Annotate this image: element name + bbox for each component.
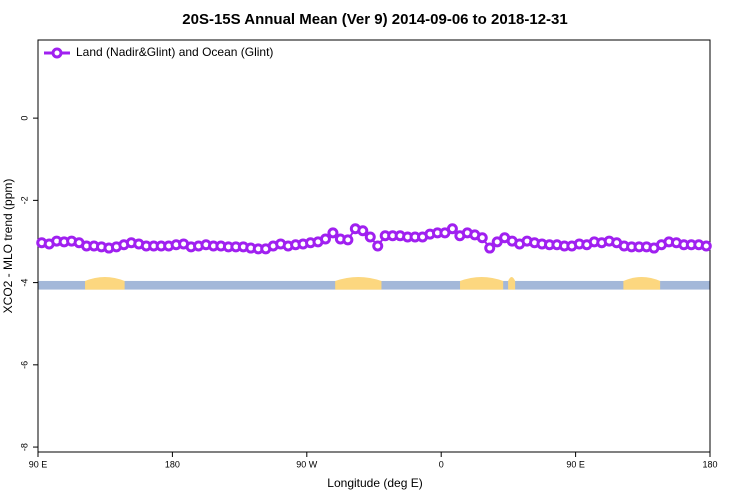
y-tick-label: -4 [19,279,29,287]
data-point [484,242,496,254]
y-tick-label: -6 [19,361,29,369]
x-tick-label: 180 [702,459,717,469]
chart-title: 20S-15S Annual Mean (Ver 9) 2014-09-06 t… [182,11,567,28]
land-span [335,276,382,290]
y-tick-label: 0 [19,116,29,121]
data-point [357,225,369,237]
y-tick-label: -2 [19,196,29,204]
x-tick-label: 90 E [29,459,48,469]
data-point [446,223,458,235]
data-point [476,232,488,244]
y-tick-label: -8 [19,443,29,451]
land-span [85,276,125,290]
x-tick-label: 90 E [566,459,585,469]
x-tick-label: 0 [439,459,444,469]
data-point [327,227,339,239]
land-span [460,276,504,290]
data-point [372,240,384,252]
legend-label: Land (Nadir&Glint) and Ocean (Glint) [76,45,273,59]
data-point [364,231,376,243]
y-axis-label: XCO2 - MLO trend (ppm) [1,179,15,314]
land-span [508,276,516,290]
x-tick-label: 90 W [296,459,318,469]
x-tick-label: 180 [165,459,180,469]
x-axis-label: Longitude (deg E) [327,476,422,490]
land-span [623,276,661,290]
data-point [700,240,712,252]
data-point [342,234,354,246]
data-point [319,233,331,245]
legend-marker [51,47,63,59]
